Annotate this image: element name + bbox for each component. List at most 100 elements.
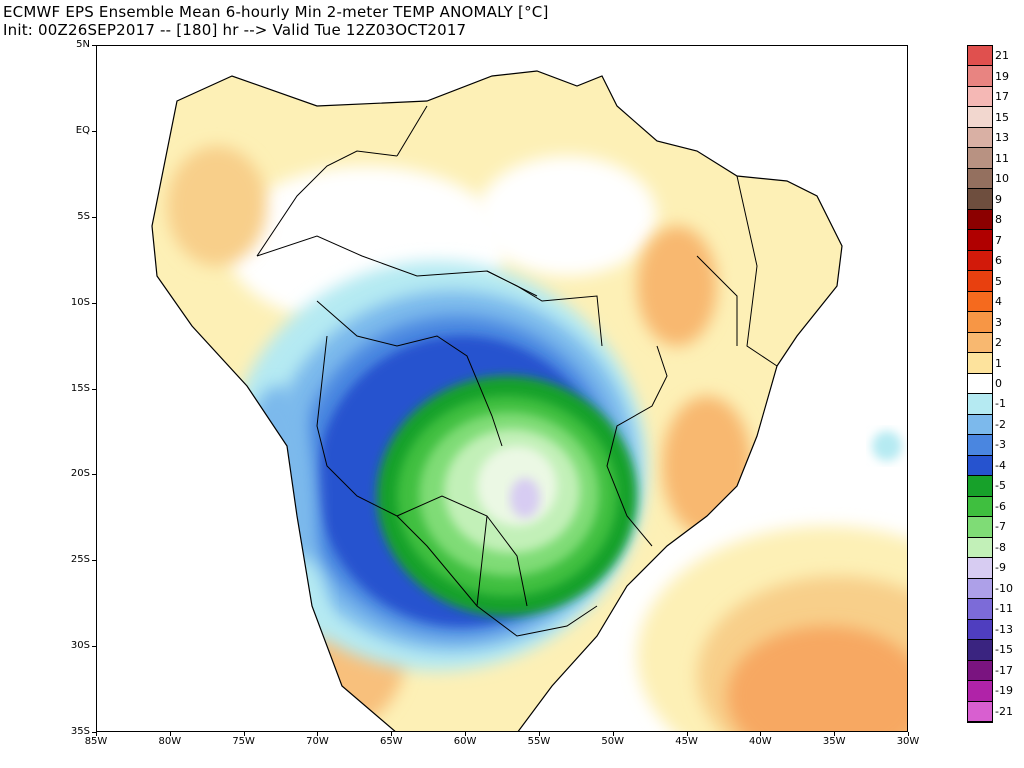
legend-swatch xyxy=(968,373,992,395)
legend-swatch xyxy=(968,168,992,190)
legend-swatch xyxy=(968,46,992,67)
legend-swatch xyxy=(968,271,992,292)
map-plot-area xyxy=(96,45,908,732)
lat-tick-mark xyxy=(92,45,96,46)
lon-tick-label: 80W xyxy=(158,736,182,747)
legend-swatch xyxy=(968,394,992,415)
lon-tick-label: 65W xyxy=(379,736,403,747)
lon-tick-mark xyxy=(612,732,614,736)
legend-label: -2 xyxy=(995,417,1006,431)
lon-tick-mark xyxy=(317,732,319,736)
lat-tick-mark xyxy=(92,302,96,304)
legend-label: -15 xyxy=(995,643,1013,657)
legend-label: 4 xyxy=(995,295,1002,309)
lat-tick-mark xyxy=(92,130,96,132)
lat-tick-label: 5N xyxy=(76,39,90,50)
legend-label: -9 xyxy=(995,561,1006,575)
legend-label: -3 xyxy=(995,438,1006,452)
anomaly-map xyxy=(151,70,907,731)
legend-swatch xyxy=(968,86,992,108)
legend-swatch xyxy=(968,681,992,702)
lat-tick-label: 5S xyxy=(77,210,90,222)
legend-swatch xyxy=(968,107,992,128)
legend-swatch xyxy=(968,66,992,87)
lat-tick-mark xyxy=(92,646,96,648)
lat-tick-label: 25S xyxy=(70,554,90,566)
lon-tick-mark xyxy=(169,732,171,736)
legend-swatch xyxy=(968,578,992,600)
color-legend xyxy=(967,45,993,723)
legend-label: -4 xyxy=(995,458,1006,472)
legend-label: 10 xyxy=(995,172,1009,186)
legend-label: 17 xyxy=(995,90,1009,104)
lon-tick-mark xyxy=(465,732,467,736)
legend-swatch xyxy=(968,558,992,579)
legend-label: -13 xyxy=(995,622,1013,636)
lon-tick-label: 70W xyxy=(306,736,329,747)
legend-swatch xyxy=(968,455,992,477)
legend-label: 21 xyxy=(995,49,1009,63)
legend-swatch xyxy=(968,599,992,620)
legend-label: 15 xyxy=(995,110,1009,124)
legend-label: -11 xyxy=(995,602,1013,616)
legend-label: 5 xyxy=(995,274,1002,288)
lon-tick-mark xyxy=(391,732,393,736)
legend-label: 9 xyxy=(995,192,1002,206)
lat-tick-mark xyxy=(92,388,96,390)
lon-tick-label: 60W xyxy=(453,736,477,747)
legend-swatch xyxy=(968,660,992,682)
lat-tick-label: 10S xyxy=(70,296,90,308)
lon-tick-label: 50W xyxy=(601,736,625,747)
legend-swatch xyxy=(968,189,992,210)
legend-swatch xyxy=(968,230,992,251)
lon-tick-mark xyxy=(686,732,688,736)
lat-tick-mark xyxy=(92,474,96,476)
legend-swatch xyxy=(968,353,992,374)
lon-tick-mark xyxy=(760,732,762,736)
legend-label: 19 xyxy=(995,69,1009,83)
country-borders xyxy=(256,105,778,637)
legend-swatch xyxy=(968,312,992,333)
legend-swatch xyxy=(968,435,992,456)
legend-swatch xyxy=(968,517,992,538)
chart-title: ECMWF EPS Ensemble Mean 6-hourly Min 2-m… xyxy=(3,3,549,21)
legend-swatch xyxy=(968,127,992,149)
lon-tick-label: 40W xyxy=(749,736,772,747)
lon-tick-label: 75W xyxy=(232,736,255,747)
legend-label: -5 xyxy=(995,479,1006,493)
legend-label: 13 xyxy=(995,131,1009,145)
legend-label: 3 xyxy=(995,315,1002,329)
lat-tick-mark xyxy=(92,732,96,733)
legend-label: 1 xyxy=(995,356,1002,370)
legend-swatch xyxy=(968,619,992,641)
legend-swatch xyxy=(968,332,992,354)
lon-tick-mark xyxy=(834,732,836,736)
legend-label: 8 xyxy=(995,213,1002,227)
legend-swatch xyxy=(968,209,992,231)
lat-tick-mark xyxy=(92,216,96,218)
legend-swatch xyxy=(968,148,992,169)
legend-swatch xyxy=(968,291,992,313)
lon-tick-mark xyxy=(243,732,245,736)
legend-swatch xyxy=(968,476,992,497)
lat-tick-label: 15S xyxy=(70,382,90,394)
legend-label: 11 xyxy=(995,151,1009,165)
legend-swatch xyxy=(968,701,992,722)
legend-label: -10 xyxy=(995,581,1013,595)
lat-tick-label: 20S xyxy=(70,468,90,480)
legend-label: -1 xyxy=(995,397,1006,411)
lon-tick-mark xyxy=(538,732,540,736)
lat-tick-label: 30S xyxy=(70,640,90,652)
lon-tick-label: 55W xyxy=(527,736,551,747)
legend-label: 7 xyxy=(995,233,1002,247)
legend-label: 2 xyxy=(995,336,1002,350)
lon-tick-label: 45W xyxy=(675,736,698,747)
chart-subtitle: Init: 00Z26SEP2017 -- [180] hr --> Valid… xyxy=(3,21,467,39)
legend-swatch xyxy=(968,537,992,559)
lat-tick-label: EQ xyxy=(75,124,90,136)
legend-label: 0 xyxy=(995,377,1002,390)
lon-tick-mark xyxy=(96,732,97,736)
lon-tick-mark xyxy=(908,732,909,736)
legend-label: -17 xyxy=(995,663,1013,677)
legend-label: -21 xyxy=(995,704,1013,718)
